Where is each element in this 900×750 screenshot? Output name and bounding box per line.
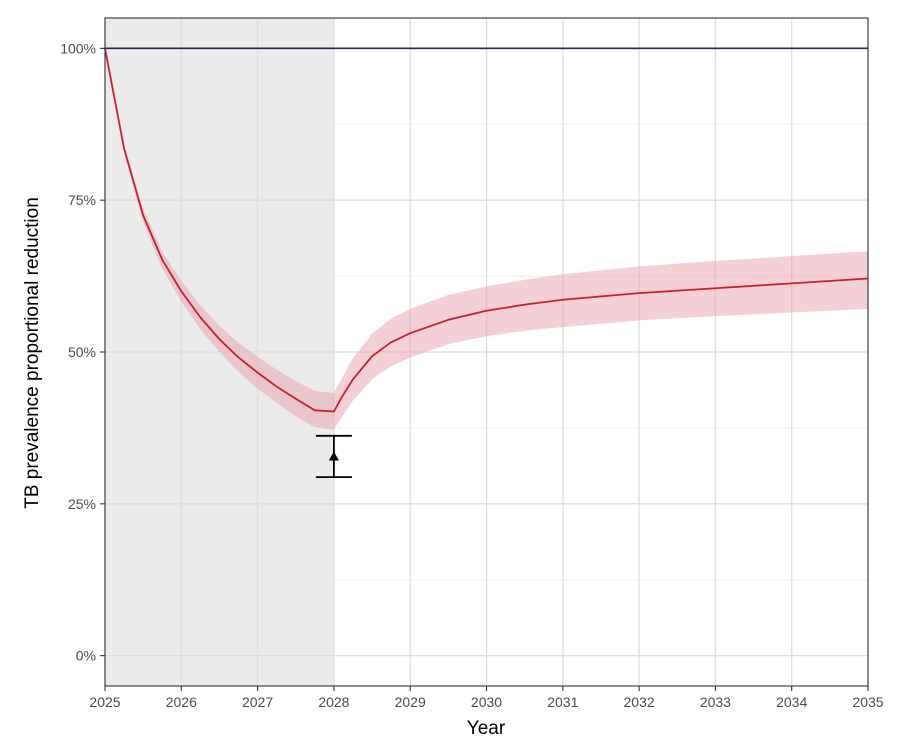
data-layer — [104, 47, 869, 478]
x-axis-title: Year — [467, 718, 506, 739]
x-tick-label: 2035 — [852, 694, 883, 710]
x-tick-label: 2025 — [89, 694, 120, 710]
y-tick-label: 25% — [68, 496, 96, 512]
x-tick-label: 2028 — [318, 694, 349, 710]
x-tick-label: 2026 — [166, 694, 197, 710]
y-axis-title: TB prevalence proportional reduction — [22, 197, 43, 509]
x-tick-label: 2029 — [395, 694, 426, 710]
series-line — [104, 48, 869, 413]
x-tick-label: 2034 — [776, 694, 807, 710]
y-tick-label: 75% — [68, 192, 96, 208]
triangle-marker — [328, 451, 339, 461]
x-tick-label: 2032 — [624, 694, 655, 710]
axes: 0% 25% 50% 75% 100% 2025 2026 2027 2028 2029 2030 2… — [60, 17, 884, 710]
grid — [104, 18, 869, 686]
x-tick-label: 2033 — [700, 694, 731, 710]
error-bar — [315, 434, 352, 478]
x-tick-label: 2031 — [547, 694, 578, 710]
x-tick-label: 2027 — [242, 694, 273, 710]
y-tick-label: 50% — [68, 344, 96, 360]
x-tick-label: 2030 — [471, 694, 502, 710]
y-tick-label: 100% — [60, 40, 96, 56]
y-tick-label: 0% — [76, 648, 96, 664]
